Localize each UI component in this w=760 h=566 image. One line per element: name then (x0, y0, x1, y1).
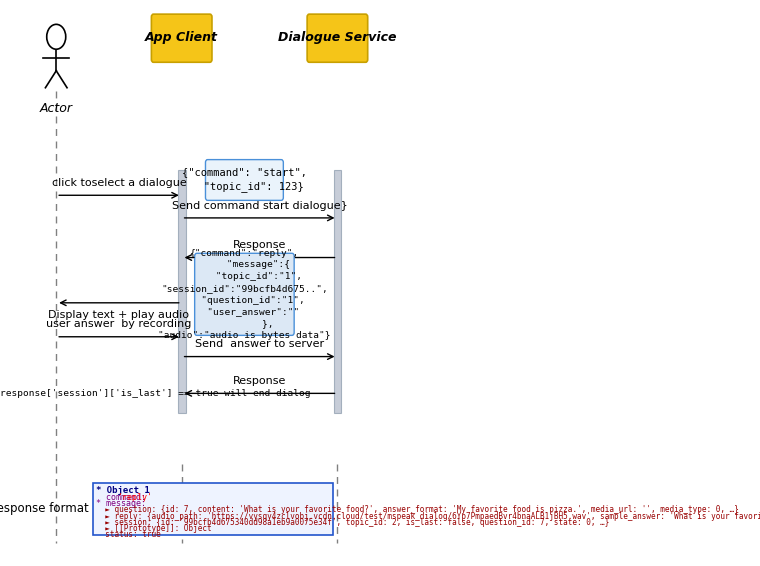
Text: Display text + play audio: Display text + play audio (49, 310, 189, 320)
Text: App Client: App Client (145, 32, 218, 44)
Text: response['session']['is_last'] == true will end dialog: response['session']['is_last'] == true w… (1, 389, 311, 398)
Text: ► session: {id: '99bcfb4d675340dd98a1eb9a0075e34f', topic_id: 2, is_last: false,: ► session: {id: '99bcfb4d675340dd98a1eb9… (96, 518, 609, 527)
FancyBboxPatch shape (334, 170, 341, 413)
Text: user answer  by recording: user answer by recording (46, 319, 192, 329)
Text: 'reply': 'reply' (118, 493, 153, 502)
Text: Response: Response (233, 240, 287, 250)
Text: ► reply: {audio_path: 'https://vysqy4zclvobj.vcdn.cloud/test/mspeak_dialog/6Yp7P: ► reply: {audio_path: 'https://vysqy4zcl… (96, 512, 760, 521)
Text: Response format: Response format (0, 503, 89, 515)
FancyBboxPatch shape (307, 14, 368, 62)
FancyBboxPatch shape (195, 254, 294, 335)
Text: {"command":"reply",
     "message":{
     "topic_id":"1",
"session_id":"99bcfb4d: {"command":"reply", "message":{ "topic_i… (158, 248, 331, 340)
Text: Send command start dialogue}: Send command start dialogue} (172, 200, 347, 211)
Text: {"command": "start",
   "topic_id": 123}: {"command": "start", "topic_id": 123} (182, 168, 307, 192)
FancyBboxPatch shape (178, 170, 185, 413)
Text: command:: command: (96, 493, 150, 502)
Text: Response: Response (233, 376, 287, 386)
FancyBboxPatch shape (93, 483, 333, 535)
FancyBboxPatch shape (151, 14, 212, 62)
Text: status: true: status: true (96, 530, 160, 539)
Text: ► question: {id: 7, content: 'What is your favorite food?', answer_format: 'My f: ► question: {id: 7, content: 'What is yo… (96, 505, 739, 514)
Text: Send  answer to server: Send answer to server (195, 339, 324, 349)
Text: * message:: * message: (96, 499, 146, 508)
Text: Actor: Actor (40, 102, 73, 115)
Text: Dialogue Service: Dialogue Service (278, 32, 397, 44)
Text: ► [[Prototype]]: Object: ► [[Prototype]]: Object (96, 524, 211, 533)
Text: * Object 1: * Object 1 (96, 486, 150, 495)
FancyBboxPatch shape (205, 160, 283, 200)
Text: click toselect a dialogue: click toselect a dialogue (52, 178, 186, 188)
